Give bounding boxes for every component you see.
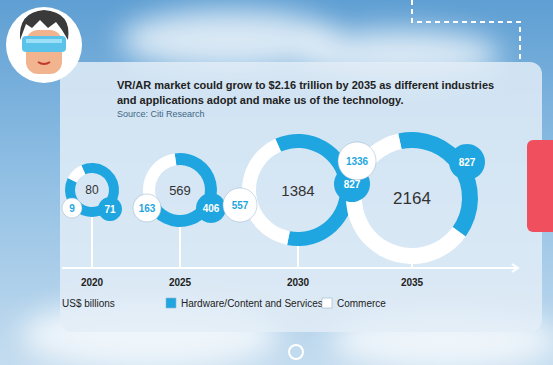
svg-text:US$ billions: US$ billions — [62, 298, 115, 309]
svg-text:Hardware/Content and Services: Hardware/Content and Services — [181, 298, 323, 309]
svg-text:163: 163 — [139, 203, 156, 214]
svg-text:Commerce: Commerce — [337, 298, 386, 309]
svg-text:2025: 2025 — [169, 277, 192, 288]
svg-text:2164: 2164 — [393, 189, 431, 208]
svg-text:2030: 2030 — [287, 277, 310, 288]
svg-text:827: 827 — [344, 179, 361, 190]
svg-text:1336: 1336 — [346, 156, 369, 167]
svg-text:2020: 2020 — [81, 277, 104, 288]
svg-text:827: 827 — [459, 157, 476, 168]
svg-text:1384: 1384 — [281, 182, 314, 199]
svg-text:406: 406 — [203, 203, 220, 214]
svg-text:80: 80 — [85, 183, 99, 197]
svg-text:9: 9 — [69, 203, 75, 214]
svg-text:Source: Citi Research: Source: Citi Research — [117, 109, 205, 119]
svg-text:569: 569 — [169, 183, 191, 198]
svg-text:and applications adopt and mak: and applications adopt and make us of th… — [117, 94, 403, 106]
svg-text:2035: 2035 — [401, 277, 424, 288]
svg-text:71: 71 — [104, 204, 116, 215]
svg-text:557: 557 — [232, 200, 249, 211]
svg-text:VR/AR market could grow to $2.: VR/AR market could grow to $2.16 trillio… — [117, 79, 497, 91]
